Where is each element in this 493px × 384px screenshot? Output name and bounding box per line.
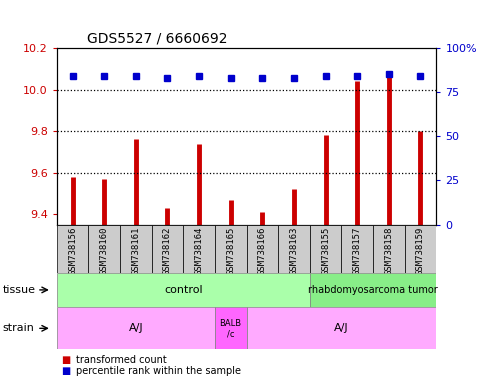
Bar <box>373 225 405 273</box>
Text: A/J: A/J <box>129 323 143 333</box>
Bar <box>120 225 152 273</box>
Text: tissue: tissue <box>2 285 35 295</box>
Bar <box>310 225 341 273</box>
Text: control: control <box>164 285 203 295</box>
Text: rhabdomyosarcoma tumor: rhabdomyosarcoma tumor <box>308 285 438 295</box>
Text: GSM738155: GSM738155 <box>321 227 330 275</box>
Text: GSM738163: GSM738163 <box>289 227 298 275</box>
Bar <box>57 225 88 273</box>
Bar <box>215 307 246 349</box>
Bar <box>246 225 278 273</box>
Text: transformed count: transformed count <box>76 355 167 365</box>
Text: GDS5527 / 6660692: GDS5527 / 6660692 <box>87 31 228 45</box>
Bar <box>310 273 436 307</box>
Bar <box>341 225 373 273</box>
Text: GSM738156: GSM738156 <box>68 227 77 275</box>
Text: strain: strain <box>2 323 35 333</box>
Text: GSM738158: GSM738158 <box>385 227 393 275</box>
Bar <box>88 225 120 273</box>
Text: GSM738162: GSM738162 <box>163 227 172 275</box>
Bar <box>278 225 310 273</box>
Text: GSM738157: GSM738157 <box>352 227 362 275</box>
Text: A/J: A/J <box>334 323 349 333</box>
Bar <box>152 225 183 273</box>
Text: GSM738159: GSM738159 <box>416 227 425 275</box>
Text: BALB
/c: BALB /c <box>219 319 242 338</box>
Bar <box>405 225 436 273</box>
Text: GSM738161: GSM738161 <box>131 227 141 275</box>
Text: percentile rank within the sample: percentile rank within the sample <box>76 366 242 376</box>
Bar <box>215 225 246 273</box>
Text: ■: ■ <box>62 366 71 376</box>
Text: GSM738164: GSM738164 <box>195 227 204 275</box>
Bar <box>183 225 215 273</box>
Bar <box>57 273 310 307</box>
Text: GSM738160: GSM738160 <box>100 227 108 275</box>
Bar <box>246 307 436 349</box>
Text: GSM738165: GSM738165 <box>226 227 235 275</box>
Text: GSM738166: GSM738166 <box>258 227 267 275</box>
Bar <box>57 307 215 349</box>
Text: ■: ■ <box>62 355 71 365</box>
